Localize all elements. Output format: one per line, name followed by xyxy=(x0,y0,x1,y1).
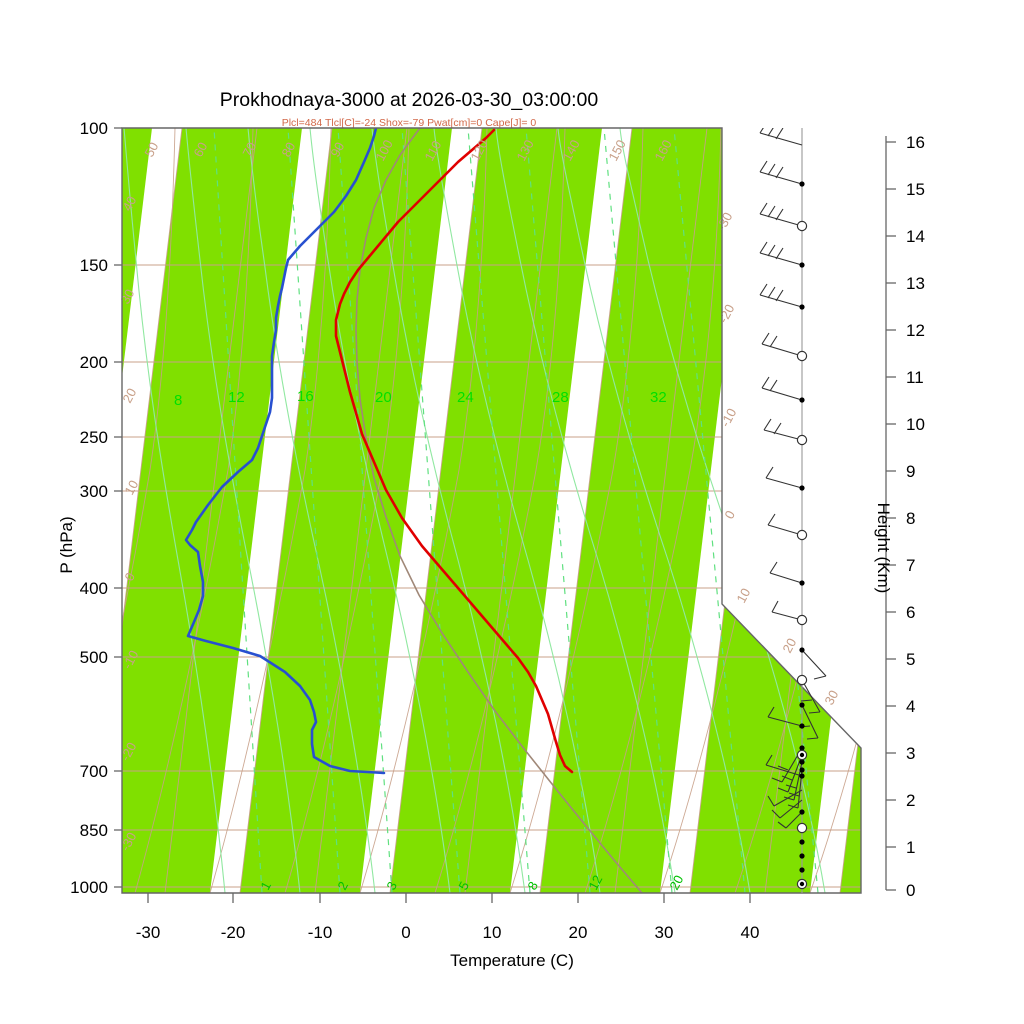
temperature-axis: -30 -20 -10 0 10 20 30 40 Temperature (C… xyxy=(136,893,760,970)
htick-10: 10 xyxy=(906,415,925,434)
isotherm-label-40: 40 xyxy=(119,194,139,214)
temperature-axis-label: Temperature (C) xyxy=(450,951,574,970)
mixlabel-24: 24 xyxy=(457,389,474,406)
ptick-850: 850 xyxy=(80,821,108,840)
height-axis-label: Height (Km) xyxy=(874,503,893,594)
barb-1.4km xyxy=(767,789,803,807)
ptick-500: 500 xyxy=(80,648,108,667)
ptick-400: 400 xyxy=(80,579,108,598)
barb-14km xyxy=(759,202,803,227)
htick-3: 3 xyxy=(906,744,915,763)
htick-1: 1 xyxy=(906,838,915,857)
xtick-m30: -30 xyxy=(136,923,161,942)
barb-10km xyxy=(761,376,803,401)
dry-adiabat-top-labels: 50 60 70 80 90 100 110 120 130 140 150 1… xyxy=(141,137,674,163)
corner-label-30: 30 xyxy=(821,688,841,708)
xtick-0: 0 xyxy=(401,923,410,942)
mixbot-12: 12 xyxy=(585,873,605,893)
mixing-ratio-mid-labels: 8 12 16 20 24 28 32 xyxy=(174,388,667,409)
ptick-700: 700 xyxy=(80,762,108,781)
xtick-m10: -10 xyxy=(308,923,333,942)
isotherm-label-20: 20 xyxy=(119,386,139,406)
temperature-curve xyxy=(334,128,574,774)
barb-9km xyxy=(763,418,803,441)
barb-4km xyxy=(800,679,821,714)
ptick-250: 250 xyxy=(80,428,108,447)
htick-6: 6 xyxy=(906,603,915,622)
adiabat-label-50: 50 xyxy=(141,140,161,160)
pressure-axis: 100 150 200 250 300 400 500 700 850 1000… xyxy=(57,119,122,897)
mixlabel-12: 12 xyxy=(228,389,245,406)
page-title: Prokhodnaya-3000 at 2026-03-30_03:00:00 xyxy=(220,89,599,111)
mixbot-20: 20 xyxy=(666,873,686,893)
adiabat-label-70: 70 xyxy=(239,140,259,160)
ptick-150: 150 xyxy=(80,256,108,275)
xtick-10: 10 xyxy=(483,923,502,942)
wind-barbs xyxy=(759,128,827,829)
ptick-300: 300 xyxy=(80,482,108,501)
barb-7km xyxy=(767,513,803,536)
ptick-100: 100 xyxy=(80,119,108,138)
mixlabel-8: 8 xyxy=(174,392,182,409)
height-axis: 16 15 14 13 12 11 10 9 8 7 6 5 4 3 2 1 0… xyxy=(874,133,925,900)
htick-16: 16 xyxy=(906,133,925,152)
htick-5: 5 xyxy=(906,650,915,669)
pressure-axis-label: P (hPa) xyxy=(57,516,76,573)
barb-8km xyxy=(765,466,803,489)
htick-4: 4 xyxy=(906,697,915,716)
isotherm-corner-labels: 10 20 30 xyxy=(733,586,841,708)
wind-level-circles xyxy=(796,220,808,890)
mixlabel-16: 16 xyxy=(297,388,314,405)
barb-0.8km xyxy=(777,811,803,829)
barb-16km xyxy=(759,128,803,146)
adiabat-label-90: 90 xyxy=(327,140,347,160)
htick-0: 0 xyxy=(906,881,915,900)
xtick-20: 20 xyxy=(569,923,588,942)
barb-13km xyxy=(759,241,803,266)
ptick-1000: 1000 xyxy=(70,878,108,897)
isotherm-label-10: 10 xyxy=(121,478,141,498)
htick-8: 8 xyxy=(906,509,915,528)
wind-level-circle-centers xyxy=(799,485,805,887)
mixlabel-28: 28 xyxy=(552,389,569,406)
adiabat-label-60: 60 xyxy=(190,140,210,160)
plot-frame xyxy=(121,127,862,894)
htick-15: 15 xyxy=(906,180,925,199)
adiabat-label-80: 80 xyxy=(278,140,298,160)
xtick-40: 40 xyxy=(741,923,760,942)
barb-11km xyxy=(761,332,803,357)
mixlabel-20: 20 xyxy=(375,389,392,406)
htick-12: 12 xyxy=(906,321,925,340)
barb-6km xyxy=(769,561,803,584)
barb-15km xyxy=(759,160,803,185)
barb-4.5km xyxy=(801,649,827,680)
htick-14: 14 xyxy=(906,227,925,246)
barb-12km xyxy=(759,283,803,308)
htick-7: 7 xyxy=(906,556,915,575)
htick-11: 11 xyxy=(906,368,924,387)
ptick-200: 200 xyxy=(80,353,108,372)
moist-adiabat-lines xyxy=(123,128,826,893)
htick-2: 2 xyxy=(906,791,915,810)
wind-barb-column xyxy=(759,128,827,893)
barb-3.2km xyxy=(767,706,803,727)
corner-label-20: 20 xyxy=(779,636,799,656)
indices-subtitle: Plcl=484 Tlcl[C]=-24 Shox=-79 Pwat[cm]=0… xyxy=(282,117,537,129)
xtick-m20: -20 xyxy=(221,923,246,942)
barb-1.7km xyxy=(765,754,803,777)
barb-1.1km xyxy=(771,799,803,819)
dewpoint-curve xyxy=(184,128,386,775)
htick-13: 13 xyxy=(906,274,925,293)
htick-9: 9 xyxy=(906,462,915,481)
parcel-path xyxy=(355,128,643,893)
xtick-30: 30 xyxy=(655,923,674,942)
mixlabel-32: 32 xyxy=(650,389,667,406)
corner-label-10: 10 xyxy=(733,586,753,606)
